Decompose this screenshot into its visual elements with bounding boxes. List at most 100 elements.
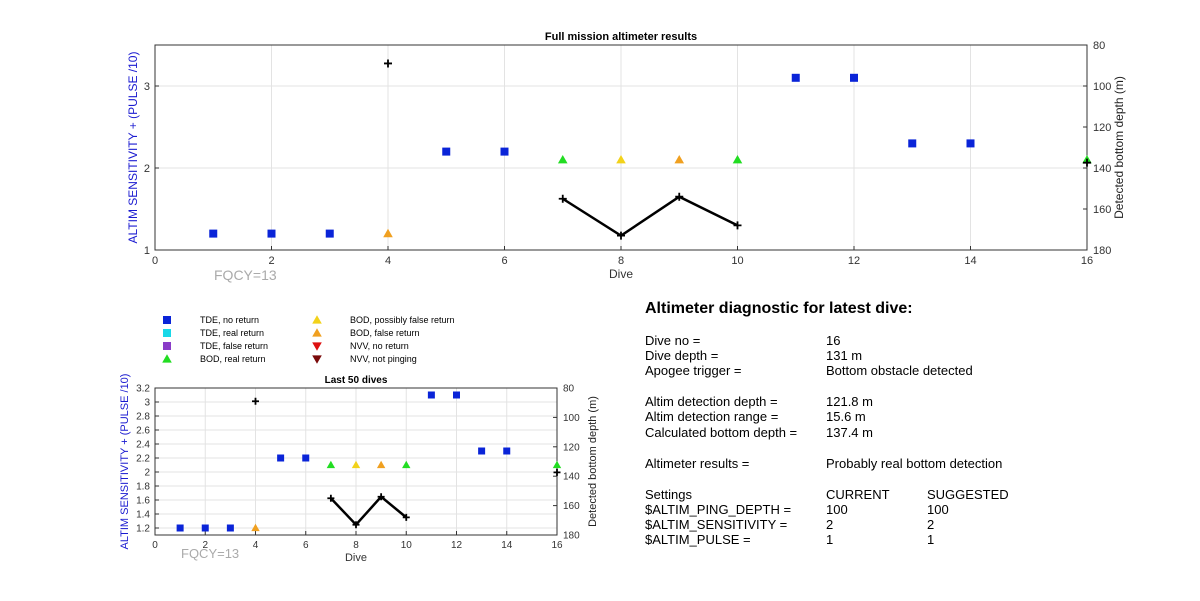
data-point	[351, 460, 361, 469]
y2-tick-label: 100	[1093, 81, 1111, 93]
depth-point	[617, 231, 625, 240]
depth-point	[733, 221, 742, 230]
data-point	[277, 454, 285, 462]
y-axis-label: ALTIM SENSITIVITY + (PULSE /10)	[119, 374, 131, 550]
settings-header-current: CURRENT	[826, 487, 890, 502]
y-tick-label: 2.6	[136, 426, 150, 437]
settings-label: $ALTIM_PING_DEPTH =	[645, 502, 792, 517]
settings-label: $ALTIM_PULSE =	[645, 532, 751, 547]
y2-tick-label: 140	[563, 472, 580, 483]
diagnostic-row: Dive no = 16	[645, 333, 1165, 349]
depth-point	[675, 192, 684, 201]
legend-marker	[163, 316, 171, 324]
settings-row: $ALTIM_PING_DEPTH = 100 100	[645, 502, 1165, 518]
settings-current: 1	[826, 532, 834, 547]
diagnostic-row: Dive depth = 131 m	[645, 348, 1165, 364]
data-point	[176, 524, 184, 532]
legend-label: TDE, real return	[200, 328, 265, 338]
x-tick-label: 8	[618, 255, 624, 267]
diagnostic-row: Altim detection range = 15.6 m	[645, 409, 1165, 425]
y-tick-label: 2	[144, 468, 150, 479]
y-tick-label: 3.2	[136, 384, 150, 395]
settings-suggested: 100	[927, 502, 949, 517]
data-point	[326, 460, 336, 469]
diagnostic-label: Dive no =	[645, 333, 701, 348]
data-point	[478, 447, 486, 455]
diagnostic-value: 131 m	[826, 348, 863, 363]
diagnostic-value: Probably real bottom detection	[826, 456, 1003, 471]
data-point	[226, 524, 234, 532]
legend-label: BOD, real return	[200, 354, 266, 364]
depth-point	[558, 194, 567, 203]
y2-tick-label: 180	[1093, 245, 1111, 257]
y-tick-label: 2.2	[136, 454, 150, 465]
legend-marker-shape	[163, 342, 171, 350]
y2-tick-label: 80	[1093, 40, 1105, 52]
data-point	[376, 460, 386, 469]
settings-header-suggested: SUGGESTED	[927, 487, 1009, 502]
y-tick-label: 3	[144, 398, 150, 409]
depth-point	[1083, 158, 1091, 167]
data-point	[503, 447, 511, 455]
depth-point	[553, 468, 561, 476]
x-tick-label: 0	[152, 540, 158, 551]
legend-marker	[163, 342, 171, 350]
legend-marker-shape	[163, 329, 171, 337]
settings-header-label: Settings	[645, 487, 692, 502]
data-point	[850, 73, 858, 82]
x-tick-label: 6	[501, 255, 507, 267]
x-tick-label: 10	[731, 255, 743, 267]
annotation-label: FQCY=13	[181, 546, 239, 561]
data-point	[383, 228, 393, 238]
y2-tick-label: 160	[563, 501, 580, 512]
legend-marker-shape	[312, 342, 322, 351]
diagnostic-value: 137.4 m	[826, 425, 873, 440]
y-axis-label: ALTIM SENSITIVITY + (PULSE /10)	[126, 52, 140, 244]
depth-point	[327, 494, 335, 502]
x-axis-label: Dive	[609, 267, 633, 281]
y2-tick-label: 80	[563, 384, 575, 395]
depth-point	[384, 59, 392, 68]
data-point	[325, 229, 334, 238]
depth-point	[377, 493, 385, 501]
legend-label: NVV, not pinging	[350, 354, 417, 364]
legend-label: TDE, no return	[200, 315, 260, 325]
y2-tick-label: 180	[563, 531, 580, 542]
legend-marker-shape	[162, 354, 172, 363]
annotation-label: FQCY=13	[214, 267, 277, 283]
x-tick-label: 8	[353, 540, 359, 551]
y2-axis-label: Detected bottom depth (m)	[1112, 76, 1126, 219]
depth-point	[352, 521, 360, 529]
y2-tick-label: 140	[1093, 163, 1111, 175]
y-tick-label: 1.4	[136, 510, 150, 521]
legend-marker	[163, 329, 171, 337]
data-point	[908, 139, 917, 148]
depth-line	[329, 495, 408, 527]
data-point	[402, 460, 411, 469]
legend-marker	[312, 342, 322, 351]
legend-marker-shape	[312, 328, 322, 337]
legend-marker-shape	[312, 355, 322, 364]
legend-label: NVV, no return	[350, 341, 409, 351]
legend-label: TDE, false return	[200, 341, 269, 351]
y-tick-label: 1	[144, 245, 150, 257]
diagnostic-label: Apogee trigger =	[645, 363, 742, 378]
diagnostic-label: Calculated bottom depth =	[645, 425, 798, 440]
data-point	[302, 454, 310, 462]
x-tick-label: 6	[303, 540, 309, 551]
legend: TDE, no return TDE, real return TDE, fal…	[160, 315, 480, 367]
y2-tick-label: 100	[563, 413, 580, 424]
diagnostic-title: Altimeter diagnostic for latest dive:	[645, 300, 913, 317]
depth-point	[402, 513, 410, 521]
data-point	[251, 523, 260, 532]
x-tick-label: 4	[253, 540, 259, 551]
data-point	[500, 147, 509, 156]
data-point	[674, 155, 685, 164]
settings-header-row: Settings CURRENT SUGGESTED	[645, 487, 1165, 503]
x-tick-label: 14	[501, 540, 513, 551]
legend-marker	[312, 355, 322, 364]
y-tick-label: 2.4	[136, 440, 150, 451]
diagnostic-label: Altim detection range =	[645, 409, 779, 424]
y-tick-label: 1.2	[136, 524, 150, 535]
x-tick-label: 10	[401, 540, 413, 551]
